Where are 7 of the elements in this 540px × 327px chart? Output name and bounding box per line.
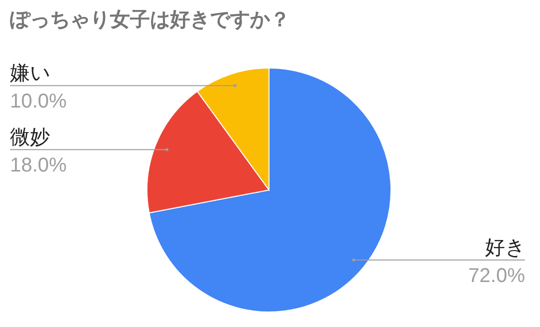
slice-label: 嫌い: [10, 62, 50, 85]
chart-title: ぽっちゃり女子は好きですか？: [10, 9, 290, 31]
slice-label: 微妙: [10, 126, 50, 149]
data-label: 72.0%: [468, 264, 526, 287]
slice-label: 好き: [485, 236, 525, 259]
data-label: 10.0%: [10, 90, 67, 113]
data-label: 18.0%: [10, 154, 67, 177]
